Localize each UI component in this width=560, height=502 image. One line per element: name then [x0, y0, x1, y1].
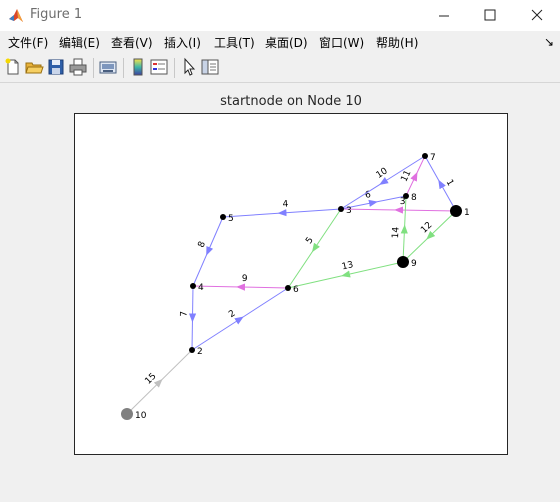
save-icon	[48, 59, 64, 75]
edge-7-3	[340, 155, 426, 210]
edge-1-3	[340, 206, 457, 214]
edge-weight-label: 1	[444, 178, 456, 188]
toolbar-separator	[93, 58, 94, 78]
node-label: 4	[198, 283, 204, 293]
node-label: 6	[293, 285, 299, 295]
edge-weight-label: 6	[364, 190, 372, 201]
edge-3-8	[340, 195, 407, 210]
edge-9-6	[287, 261, 404, 289]
insert-legend-button[interactable]	[149, 57, 169, 77]
close-button[interactable]	[514, 0, 560, 31]
open-file-button[interactable]	[24, 57, 44, 77]
edge-2-6	[191, 287, 289, 351]
edge-6-4	[192, 283, 289, 291]
edge-1-9	[402, 210, 457, 263]
edge-weight-label: 7	[180, 311, 190, 317]
maximize-button[interactable]	[467, 0, 513, 31]
edge-weight-label: 3	[400, 197, 406, 207]
node-5	[220, 214, 226, 220]
menu-edit[interactable]: 编辑(E)	[59, 36, 100, 50]
minimize-icon	[439, 15, 449, 17]
dock-arrow-icon[interactable]: ↘	[543, 35, 554, 49]
node-8	[403, 193, 409, 199]
print-button[interactable]	[68, 57, 88, 77]
edge-weight-label: 13	[341, 260, 354, 272]
edge-10-2	[126, 349, 193, 415]
node-label: 7	[430, 153, 436, 163]
print-icon	[69, 58, 87, 76]
edge-weight-label: 9	[242, 274, 248, 284]
menu-file[interactable]: 文件(F)	[8, 36, 49, 50]
property-inspector-button[interactable]	[200, 57, 220, 77]
insert-colorbar-icon	[133, 58, 143, 76]
menu-desktop[interactable]: 桌面(D)	[265, 36, 308, 50]
edge-8-7	[405, 155, 426, 197]
property-inspector-icon	[201, 59, 219, 75]
open-file-icon	[25, 62, 44, 74]
edit-plot-pointer-icon	[184, 57, 196, 76]
node-label: 8	[411, 193, 417, 203]
title-bar: Figure 1	[0, 0, 560, 31]
edge-3-5	[222, 208, 342, 218]
insert-legend-icon	[150, 59, 168, 75]
node-9	[397, 256, 409, 268]
node-7	[422, 153, 428, 159]
matlab-logo-icon	[9, 9, 23, 22]
link-plot-button[interactable]	[98, 57, 118, 77]
node-4	[190, 283, 196, 289]
edge-4-2	[188, 285, 197, 351]
menu-bar: 文件(F) 编辑(E) 查看(V) 插入(I) 工具(T) 桌面(D) 窗口(W…	[0, 31, 560, 53]
toolbar-separator	[174, 58, 175, 78]
node-1	[450, 205, 462, 217]
new-figure-icon	[5, 58, 19, 75]
menu-insert[interactable]: 插入(I)	[164, 36, 201, 50]
edge-weight-label: 11	[400, 169, 414, 184]
node-label: 5	[228, 214, 234, 224]
insert-colorbar-button[interactable]	[128, 57, 148, 77]
node-label: 3	[346, 206, 352, 216]
menu-window[interactable]: 窗口(W)	[319, 36, 365, 50]
edge-weight-label: 14	[391, 226, 402, 238]
plot-axes[interactable]: 1 2 3 4 5 6 7 8 9 10 11 12 13 14 15 1 2 3 4 5 6 7 8 9 10	[74, 113, 508, 455]
edge-weight-label: 5	[304, 236, 315, 246]
toolbar-separator	[123, 58, 124, 78]
node-2	[189, 347, 195, 353]
node-label: 1	[464, 208, 470, 218]
plot-title: startnode on Node 10	[220, 94, 362, 109]
menu-help[interactable]: 帮助(H)	[376, 36, 419, 50]
edge-1-7	[424, 155, 457, 212]
new-figure-button[interactable]	[3, 57, 23, 77]
node-10	[121, 408, 133, 420]
node-6	[285, 285, 291, 291]
edge-3-6	[287, 208, 342, 289]
node-label: 10	[135, 411, 147, 421]
close-icon	[531, 9, 543, 21]
maximize-icon	[484, 9, 496, 21]
minimize-button[interactable]	[421, 0, 467, 31]
toolbar	[0, 54, 560, 83]
menu-tools[interactable]: 工具(T)	[214, 36, 255, 50]
edge-9-8	[400, 195, 408, 263]
edge-weight-label: 4	[282, 200, 289, 210]
save-button[interactable]	[46, 57, 66, 77]
window-title: Figure 1	[30, 7, 83, 22]
edit-plot-button[interactable]	[179, 57, 199, 77]
menu-view[interactable]: 查看(V)	[111, 36, 153, 50]
edge-5-4	[192, 216, 224, 287]
link-plot-icon	[99, 61, 117, 74]
node-label: 9	[411, 259, 417, 269]
node-label: 2	[197, 347, 203, 357]
node-3	[338, 206, 344, 212]
edge-weight-label: 2	[227, 309, 237, 321]
edge-weight-label: 8	[197, 240, 209, 249]
edge-weight-label: 10	[375, 166, 390, 181]
